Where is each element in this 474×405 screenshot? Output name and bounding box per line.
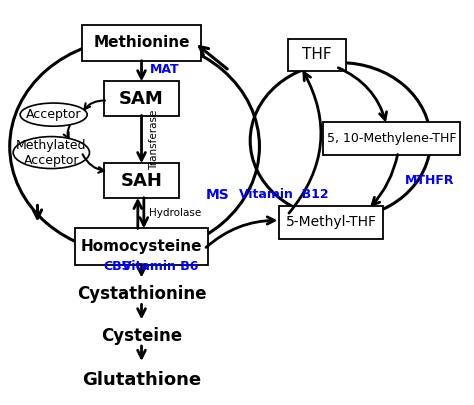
FancyBboxPatch shape bbox=[104, 163, 179, 198]
FancyBboxPatch shape bbox=[288, 38, 346, 71]
FancyBboxPatch shape bbox=[82, 25, 201, 61]
Text: Vitamin  B12: Vitamin B12 bbox=[238, 188, 328, 201]
Text: Vitamin B6: Vitamin B6 bbox=[122, 260, 199, 273]
Text: 5, 10-Methylene-THF: 5, 10-Methylene-THF bbox=[327, 132, 456, 145]
Text: MS: MS bbox=[206, 188, 229, 202]
Text: Cystathionine: Cystathionine bbox=[77, 286, 206, 303]
Text: Hydrolase: Hydrolase bbox=[149, 208, 201, 218]
Text: 5-Methyl-THF: 5-Methyl-THF bbox=[286, 215, 377, 230]
Text: Transferase: Transferase bbox=[149, 109, 159, 170]
Text: Methionine: Methionine bbox=[93, 35, 190, 50]
Text: SAM: SAM bbox=[119, 90, 164, 108]
Text: Cysteine: Cysteine bbox=[101, 327, 182, 345]
Ellipse shape bbox=[20, 103, 87, 126]
Text: Methylated
Acceptor: Methylated Acceptor bbox=[16, 139, 87, 166]
FancyBboxPatch shape bbox=[323, 122, 460, 155]
Text: THF: THF bbox=[302, 47, 332, 62]
Text: Homocysteine: Homocysteine bbox=[81, 239, 202, 254]
FancyBboxPatch shape bbox=[104, 81, 179, 116]
Text: Glutathione: Glutathione bbox=[82, 371, 201, 389]
Text: SAH: SAH bbox=[120, 172, 163, 190]
Ellipse shape bbox=[13, 136, 90, 168]
Text: MAT: MAT bbox=[150, 63, 180, 76]
FancyBboxPatch shape bbox=[279, 206, 383, 239]
Text: MTHFR: MTHFR bbox=[405, 174, 455, 187]
Text: CBS: CBS bbox=[104, 260, 131, 273]
FancyBboxPatch shape bbox=[75, 228, 208, 264]
Text: Acceptor: Acceptor bbox=[26, 108, 82, 121]
